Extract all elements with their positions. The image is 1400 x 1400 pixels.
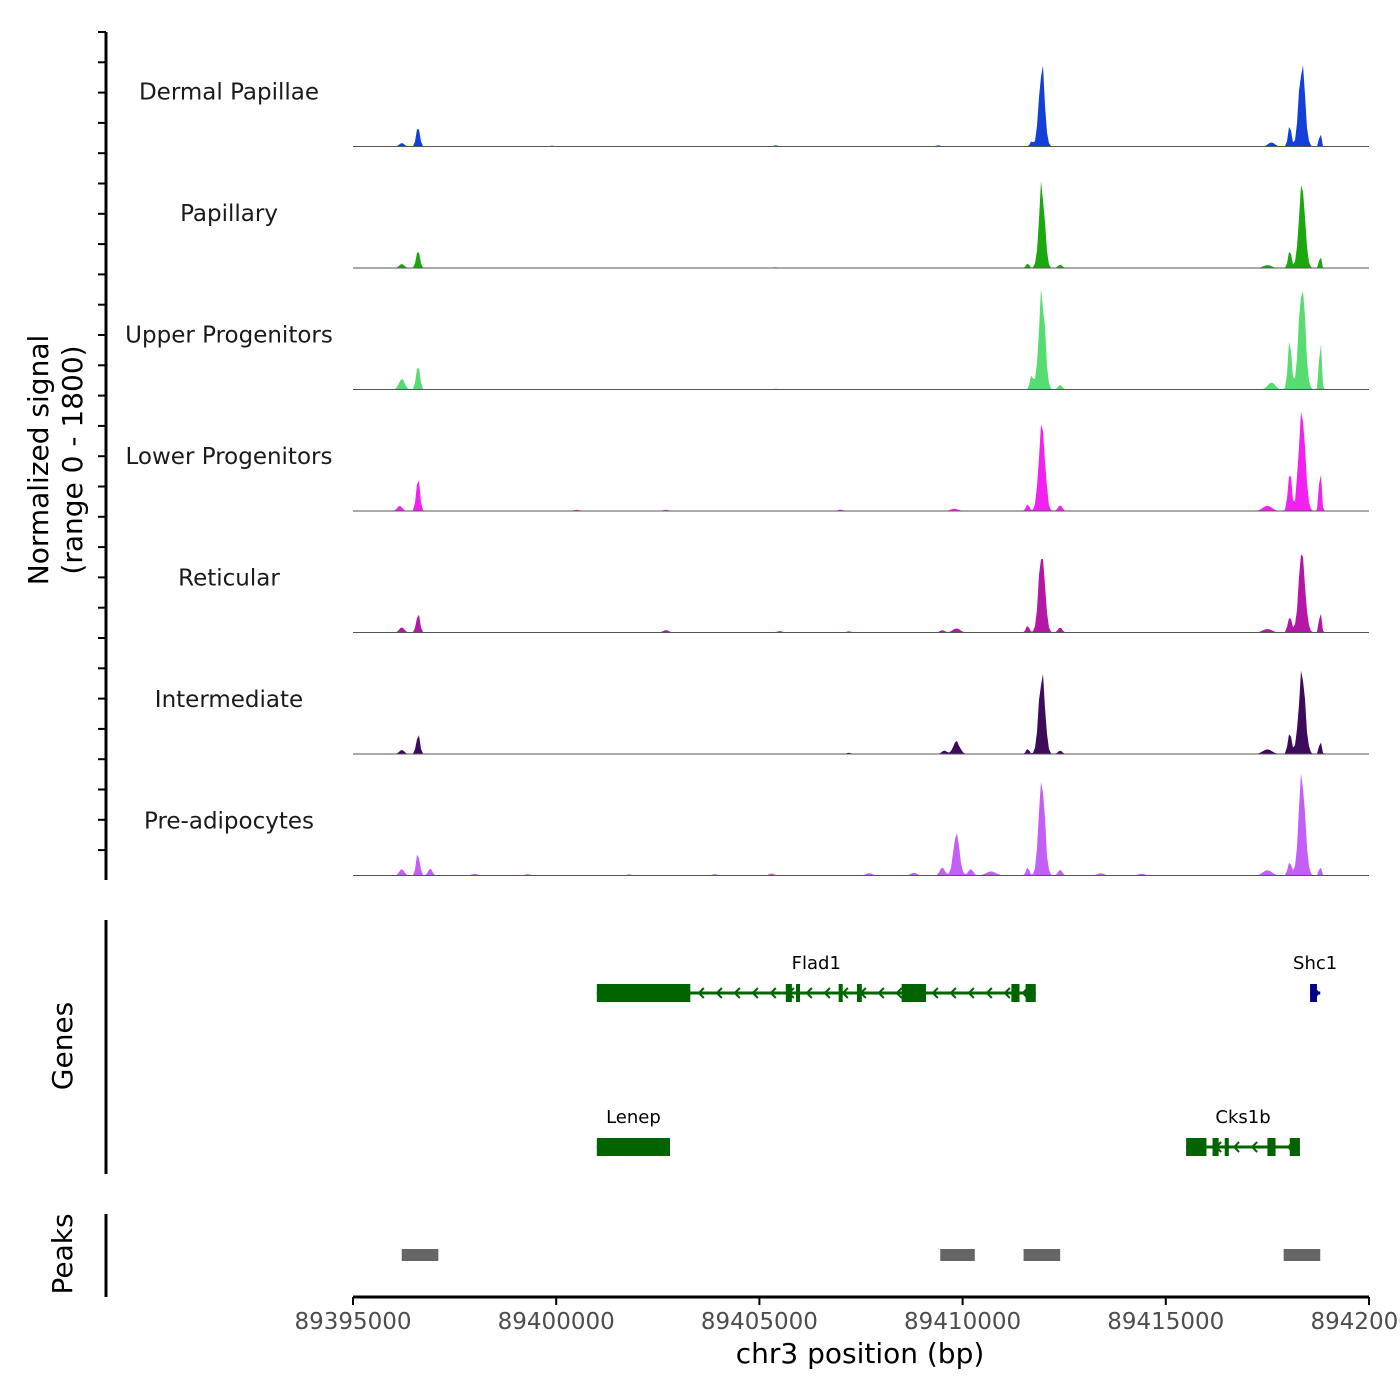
- track-label: Dermal Papillae: [139, 80, 319, 106]
- gene-model: Cks1b: [1186, 1107, 1300, 1156]
- x-tick-label: 89415000: [1107, 1309, 1224, 1335]
- x-axis-title: chr3 position (bp): [736, 1337, 985, 1370]
- peak-region: [1023, 1249, 1061, 1261]
- gene-strand-chevron: [751, 987, 759, 999]
- gene-strand-chevron: [733, 987, 741, 999]
- gene-exon: [1212, 1138, 1219, 1156]
- peak-region: [1283, 1249, 1321, 1261]
- gene-strand-chevron: [1232, 1141, 1240, 1153]
- gene-model: Flad1: [596, 953, 1036, 1002]
- gene-strand-arrow: [1314, 987, 1321, 999]
- coverage-area: [353, 773, 1369, 876]
- gene-strand-chevron: [841, 987, 849, 999]
- gene-strand-chevron: [949, 987, 957, 999]
- gene-strand-chevron: [985, 987, 993, 999]
- gene-exon: [1289, 1138, 1300, 1156]
- gene-strand-chevron: [1250, 1141, 1258, 1153]
- x-tick-label: 89410000: [904, 1309, 1021, 1335]
- gene-exon: [596, 1138, 670, 1156]
- gene-models: Flad1 Shc1 Lenep Cks1b: [596, 953, 1337, 1156]
- gene-strand-chevron: [895, 987, 903, 999]
- gene-strand-chevron: [769, 987, 777, 999]
- gene-strand-chevron: [805, 987, 813, 999]
- x-tick-label: 89395000: [294, 1309, 411, 1335]
- genes-panel-title: Genes: [46, 1002, 79, 1090]
- gene-exon: [1186, 1138, 1207, 1156]
- gene-strand-chevron: [715, 987, 723, 999]
- gene-exon: [838, 984, 843, 1002]
- coverage-tracks: [353, 65, 1369, 876]
- track-label: Intermediate: [155, 687, 303, 713]
- x-tick-label: 89400000: [498, 1309, 615, 1335]
- y-axis-title-line1: Normalized signal: [22, 335, 55, 586]
- gene-strand-chevron: [697, 987, 705, 999]
- x-tick-label: 89420000: [1310, 1309, 1400, 1335]
- gene-label: Shc1: [1293, 953, 1337, 974]
- gene-strand-chevron: [823, 987, 831, 999]
- track-labels: Dermal Papillae Papillary Upper Progenitor…: [125, 80, 333, 835]
- gene-label: Flad1: [792, 953, 841, 974]
- gene-strand-chevron: [877, 987, 885, 999]
- gene-exon: [856, 984, 862, 1002]
- gene-exon: [785, 984, 792, 1002]
- y-axis-title-line2: (range 0 - 1800): [56, 345, 89, 574]
- gene-exon: [1025, 984, 1036, 1002]
- coverage-area: [353, 411, 1369, 511]
- gene-exon: [596, 984, 691, 1002]
- gene-exon: [901, 984, 927, 1002]
- x-tick-label: 89405000: [701, 1309, 818, 1335]
- peak-region: [940, 1249, 975, 1261]
- gene-strand-chevron: [1003, 987, 1011, 999]
- gene-strand-chevron: [967, 987, 975, 999]
- coverage-area: [353, 670, 1369, 754]
- track-label: Lower Progenitors: [126, 444, 333, 470]
- gene-exon: [795, 984, 801, 1002]
- gene-exon: [1011, 984, 1020, 1002]
- track-label: Papillary: [180, 201, 278, 227]
- peak-regions: [401, 1249, 1321, 1261]
- coverage-area: [353, 554, 1369, 633]
- gene-exon: [1267, 1138, 1276, 1156]
- peaks-panel-title: Peaks: [46, 1213, 79, 1294]
- gene-label: Cks1b: [1215, 1107, 1270, 1128]
- gene-label: Lenep: [606, 1107, 661, 1128]
- coverage-area: [353, 181, 1369, 268]
- gene-model: Shc1: [1293, 953, 1337, 1002]
- coverage-y-ticks: [98, 31, 106, 852]
- x-axis-ticks: 89395000 89400000 89405000 89410000 89415000…: [294, 1297, 1400, 1335]
- coverage-area: [353, 288, 1369, 390]
- track-label: Pre-adipocytes: [144, 809, 314, 835]
- track-label: Upper Progenitors: [125, 323, 333, 349]
- peak-region: [401, 1249, 439, 1261]
- gene-exon: [1310, 984, 1317, 1002]
- coverage-area: [353, 65, 1369, 147]
- gene-strand-chevron: [931, 987, 939, 999]
- gene-exon: [1224, 1138, 1229, 1156]
- track-label: Reticular: [178, 566, 280, 592]
- gene-model: Lenep: [596, 1107, 670, 1156]
